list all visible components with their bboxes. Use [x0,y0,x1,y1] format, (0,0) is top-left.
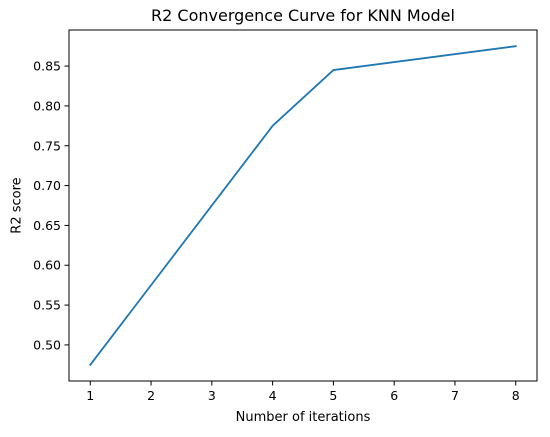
series-line [89,45,517,367]
x-tick-label: 2 [147,388,155,403]
x-tick-label: 5 [329,388,337,403]
plot-area [89,45,517,367]
x-tick-label: 3 [208,388,216,403]
y-tick-label: 0.65 [33,218,61,233]
y-axis: 0.50 0.55 0.60 0.65 0.70 0.75 0.80 0.85 [33,59,69,352]
y-tick-label: 0.85 [33,59,61,74]
y-tick-label: 0.60 [33,258,61,273]
x-axis-label: Number of iterations [236,410,371,425]
chart-title: R2 Convergence Curve for KNN Model [151,6,455,25]
y-tick-label: 0.55 [33,298,61,313]
y-axis-label: R2 score [10,177,25,233]
y-tick-label: 0.50 [33,337,61,352]
y-tick-label: 0.75 [33,138,61,153]
axes-frame [68,29,538,382]
y-tick-label: 0.80 [33,98,61,113]
x-axis: 1 2 3 4 5 6 7 8 [86,381,520,403]
x-tick-label: 4 [269,388,277,403]
x-tick-label: 7 [451,388,459,403]
y-tick-label: 0.70 [33,178,61,193]
x-tick-label: 6 [390,388,398,403]
x-tick-label: 1 [86,388,94,403]
x-tick-label: 8 [512,388,520,403]
